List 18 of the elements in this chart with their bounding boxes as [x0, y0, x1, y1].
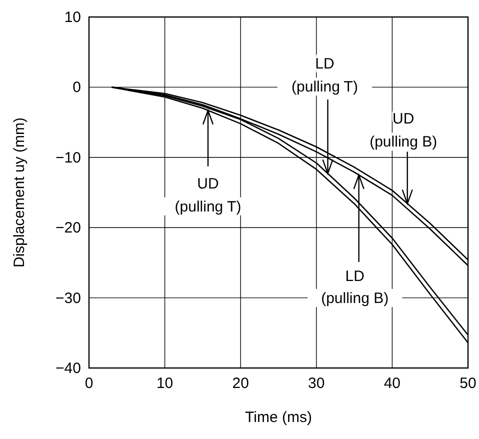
y-tick-label: −40: [56, 360, 81, 377]
y-axis-title: Displacement uy (mm): [11, 117, 28, 268]
annotation: UD (pulling T): [174, 175, 242, 216]
x-tick-label: 50: [460, 375, 476, 392]
y-tick-label: −30: [56, 290, 81, 307]
y-tick-label: 10: [64, 9, 81, 26]
x-tick-label: 30: [308, 375, 325, 392]
annotation: LD (pulling B): [321, 268, 389, 307]
y-tick-label: 0: [72, 79, 81, 96]
annotation: LD (pulling T): [292, 56, 358, 96]
x-tick-label: 40: [384, 375, 401, 392]
y-tick-label: −20: [56, 220, 81, 237]
x-tick-label: 10: [156, 375, 174, 392]
y-tick-label: −10: [56, 149, 81, 166]
x-tick-label: 0: [84, 375, 94, 392]
x-tick-label: 20: [232, 375, 249, 392]
x-axis-title: Time (ms): [245, 409, 312, 426]
annotation: UD (pulling B): [370, 110, 438, 151]
